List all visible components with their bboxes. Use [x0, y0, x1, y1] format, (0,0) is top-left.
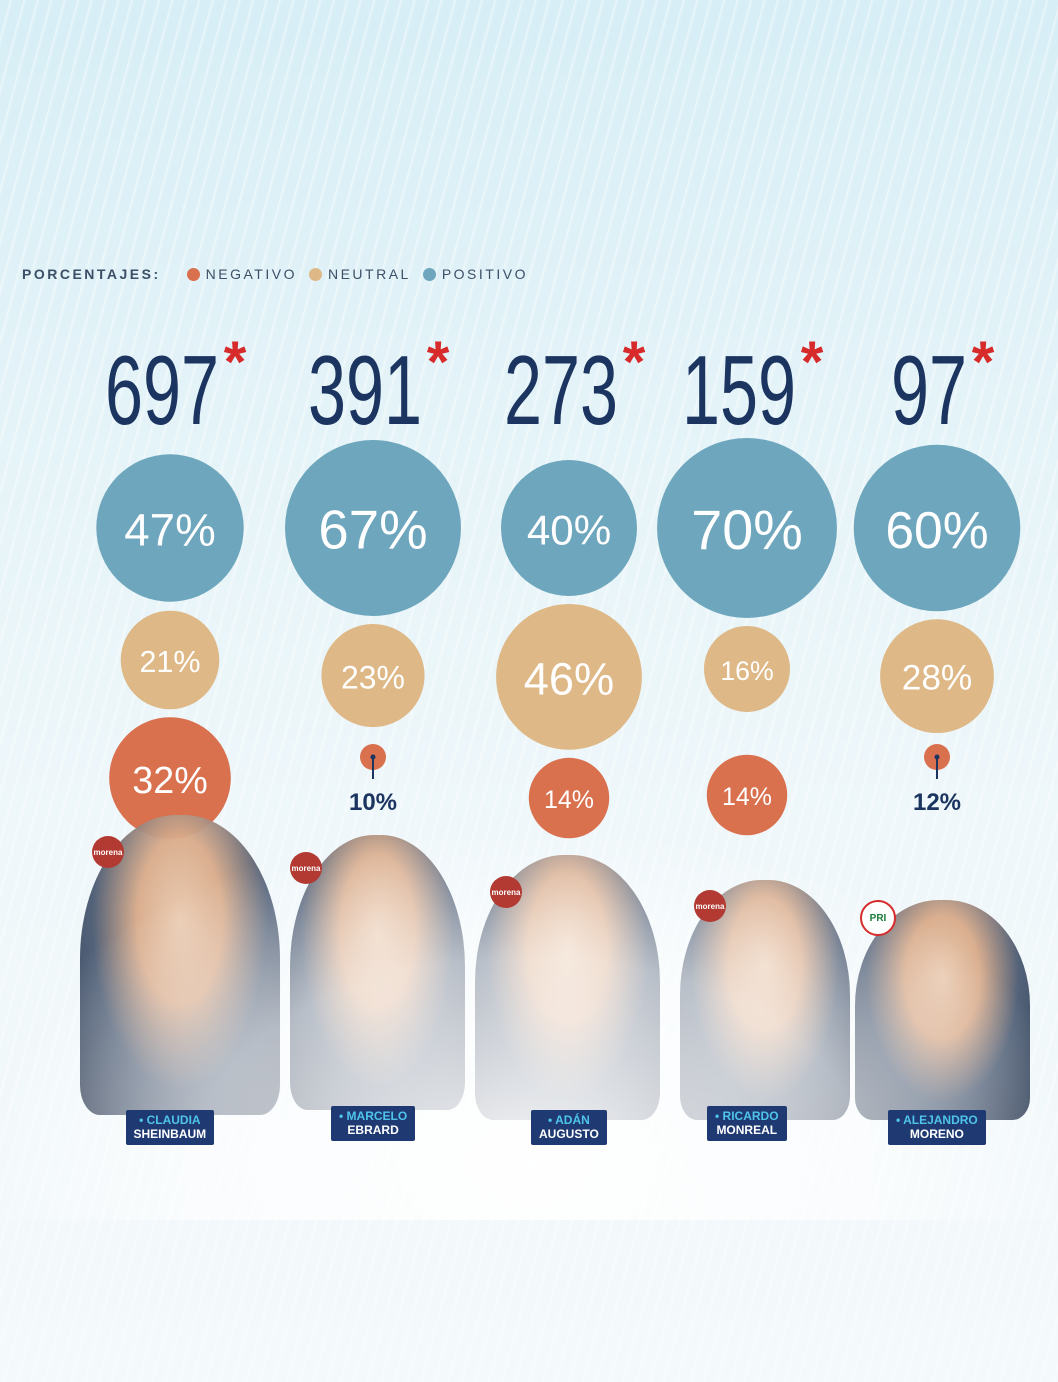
candidate-first-name: • CLAUDIA [139, 1113, 201, 1127]
label-negativo: 32% [132, 759, 207, 801]
candidate-group: 697 * 47% 21% 32% [96, 330, 247, 839]
candidate-last-name: AUGUSTO [539, 1127, 599, 1141]
total-mentions: 697 [105, 335, 219, 445]
bubble-negativo [528, 757, 610, 839]
candidate-name-tag: • ALEJANDRO MORENO [888, 1110, 986, 1145]
candidate-last-name: SHEINBAUM [133, 1127, 207, 1141]
candidate-name-tag: • RICARDO MONREAL [707, 1106, 787, 1141]
party-logo: morena [490, 876, 522, 908]
bubble-positivo [657, 438, 837, 618]
label-positivo: 67% [318, 500, 427, 561]
legend: PORCENTAJES: NEGATIVO NEUTRAL POSITIVO [22, 262, 532, 286]
label-positivo: 60% [885, 501, 988, 559]
label-negativo: 14% [544, 786, 594, 814]
legend-label-negativo: NEGATIVO [205, 266, 297, 282]
legend-title: PORCENTAJES: [22, 266, 161, 282]
candidate-last-name: MONREAL [716, 1123, 778, 1137]
total-mentions: 391 [308, 335, 422, 445]
leader-dot [370, 754, 376, 760]
label-positivo: 40% [527, 507, 611, 554]
label-neutral: 16% [720, 656, 773, 686]
label-neutral: 21% [139, 645, 200, 679]
candidate-name-tag: • ADÁN AUGUSTO [531, 1110, 607, 1145]
party-logo: morena [290, 852, 322, 884]
total-asterisk: * [224, 330, 247, 395]
label-positivo: 70% [691, 499, 803, 561]
candidate-name-tag: • MARCELO EBRARD [331, 1106, 416, 1141]
candidate-last-name: MORENO [909, 1127, 964, 1141]
candidate-group: 391 * 67% 23% 10% [285, 330, 461, 816]
candidate-first-name: • ADÁN [548, 1113, 590, 1127]
candidate-group: 159 * 70% 16% 14% [657, 330, 837, 836]
candidate-group: 273 * 40% 46% 14% [496, 330, 646, 839]
bubble-neutral [321, 623, 425, 728]
legend-label-positivo: POSITIVO [441, 266, 528, 282]
bubble-positivo [285, 440, 461, 616]
leader-dot [934, 754, 940, 760]
total-asterisk: * [972, 330, 995, 395]
party-logo: morena [92, 836, 124, 868]
party-logo: PRI [860, 900, 896, 936]
bubble-neutral [880, 619, 994, 734]
bubble-neutral [496, 603, 642, 750]
candidate-group: 97 * 60% 28% 12% [853, 330, 1021, 816]
bubble-positivo [501, 460, 637, 596]
candidate-name-tag: • CLAUDIA SHEINBAUM [125, 1110, 215, 1145]
total-mentions: 97 [891, 335, 967, 445]
total-asterisk: * [427, 330, 450, 395]
label-neutral: 46% [524, 653, 614, 704]
bubble-negativo [109, 717, 231, 839]
label-neutral: 23% [341, 660, 405, 696]
legend-dot-positivo [422, 267, 436, 281]
total-mentions: 273 [504, 335, 618, 445]
total-asterisk: * [623, 330, 646, 395]
bubble-neutral [704, 625, 790, 712]
label-negativo: 10% [349, 789, 397, 816]
label-positivo: 47% [124, 505, 215, 556]
candidate-last-name: EBRARD [347, 1123, 399, 1137]
bubble-negativo [706, 754, 788, 836]
label-neutral: 28% [902, 659, 973, 698]
candidate-first-name: • RICARDO [715, 1109, 779, 1123]
legend-dot-neutral [308, 267, 322, 281]
total-asterisk: * [801, 330, 824, 395]
bubble-positivo [96, 454, 244, 602]
total-mentions: 159 [682, 335, 796, 445]
label-negativo: 12% [913, 789, 961, 816]
legend-dot-negativo [186, 267, 200, 281]
candidate-first-name: • MARCELO [339, 1109, 408, 1123]
party-logo: morena [694, 890, 726, 922]
label-negativo: 14% [722, 783, 772, 811]
candidate-first-name: • ALEJANDRO [896, 1113, 978, 1127]
bubble-positivo [853, 444, 1021, 612]
legend-label-neutral: NEUTRAL [327, 266, 411, 282]
bubble-neutral [120, 610, 220, 710]
